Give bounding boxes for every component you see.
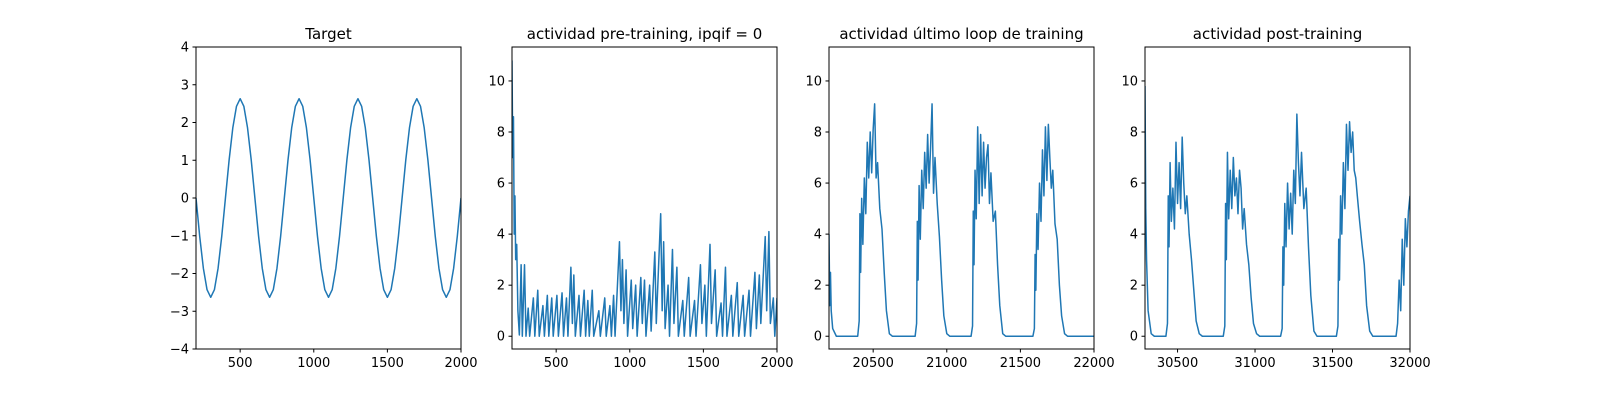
y-tick-label: 2 bbox=[497, 279, 505, 294]
axes-frame bbox=[1144, 46, 1411, 350]
subplot-title: Target bbox=[304, 25, 352, 43]
y-tick-label: −1 bbox=[170, 229, 189, 244]
y-tick-label: 4 bbox=[497, 228, 505, 243]
x-tick-label: 500 bbox=[544, 356, 569, 371]
y-tick-label: 0 bbox=[181, 192, 189, 207]
y-tick-label: 4 bbox=[181, 41, 189, 56]
y-tick-label: 6 bbox=[497, 177, 505, 192]
subplot: actividad pre-training, ipqif = 0 0 2 4 6 8 10… bbox=[488, 25, 793, 371]
axes-frame bbox=[195, 46, 462, 350]
y-tick-label: 10 bbox=[1121, 74, 1138, 89]
subplot: actividad post-training 0 2 4 6 8 10 30500 31000… bbox=[1121, 25, 1430, 371]
y-tick-label: 4 bbox=[814, 228, 822, 243]
y-tick-label: 6 bbox=[1130, 177, 1138, 192]
x-tick-label: 2000 bbox=[444, 356, 477, 371]
x-tick-label: 21500 bbox=[1000, 356, 1041, 371]
y-tick-label: −3 bbox=[170, 305, 189, 320]
data-line bbox=[512, 60, 777, 337]
subplot: Target −4 −3 −2 −1 0 1 2 3 4 500 1000 1500 2000 bbox=[170, 25, 478, 371]
x-tick-label: 31000 bbox=[1234, 356, 1275, 371]
subplot: actividad último loop de training 0 2 4 6 8 10… bbox=[805, 25, 1114, 371]
x-tick-label: 21000 bbox=[926, 356, 967, 371]
x-tick-label: 1000 bbox=[613, 356, 646, 371]
data-line bbox=[829, 103, 1094, 337]
x-tick-label: 1000 bbox=[297, 356, 330, 371]
y-tick-label: 0 bbox=[1130, 330, 1138, 345]
data-line bbox=[196, 97, 461, 299]
subplot-title: actividad post-training bbox=[1193, 25, 1362, 43]
axes-frame bbox=[828, 46, 1095, 350]
y-tick-label: 3 bbox=[181, 78, 189, 93]
y-tick-label: 2 bbox=[814, 279, 822, 294]
subplot-title: actividad pre-training, ipqif = 0 bbox=[527, 25, 763, 43]
y-tick-label: 8 bbox=[497, 126, 505, 141]
x-tick-label: 32000 bbox=[1389, 356, 1430, 371]
y-tick-label: 1 bbox=[181, 154, 189, 169]
x-tick-label: 30500 bbox=[1157, 356, 1198, 371]
x-tick-label: 22000 bbox=[1073, 356, 1114, 371]
y-tick-label: 0 bbox=[814, 330, 822, 345]
x-tick-label: 500 bbox=[228, 356, 253, 371]
y-tick-label: 8 bbox=[1130, 126, 1138, 141]
y-tick-label: 10 bbox=[805, 74, 822, 89]
x-tick-label: 2000 bbox=[760, 356, 793, 371]
x-tick-label: 1500 bbox=[687, 356, 720, 371]
y-tick-label: 2 bbox=[1130, 279, 1138, 294]
y-tick-label: 6 bbox=[814, 177, 822, 192]
x-tick-label: 20500 bbox=[852, 356, 893, 371]
subplot-title: actividad último loop de training bbox=[839, 25, 1083, 43]
y-tick-label: 10 bbox=[488, 74, 505, 89]
axes-frame bbox=[511, 46, 778, 350]
y-tick-label: −4 bbox=[170, 343, 189, 358]
y-tick-label: 2 bbox=[181, 116, 189, 131]
data-line bbox=[1145, 86, 1410, 337]
x-tick-label: 31500 bbox=[1312, 356, 1353, 371]
y-tick-label: 0 bbox=[497, 330, 505, 345]
y-tick-label: 8 bbox=[814, 126, 822, 141]
y-tick-label: 4 bbox=[1130, 228, 1138, 243]
x-tick-label: 1500 bbox=[371, 356, 404, 371]
y-tick-label: −2 bbox=[170, 267, 189, 282]
